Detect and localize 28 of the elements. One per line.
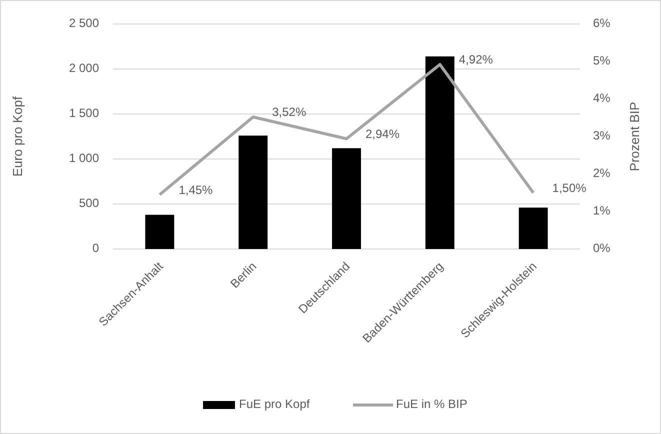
y-tick-label: 2 500 — [68, 16, 100, 30]
y-axis-title: Euro pro Kopf — [10, 96, 25, 177]
data-label: 2,94% — [366, 126, 400, 141]
y2-tick-label: 0% — [593, 241, 611, 256]
y2-tick-label: 5% — [593, 54, 611, 68]
y2-tick-label: 1% — [593, 204, 611, 218]
data-label: 1,45% — [178, 182, 214, 197]
data-label: 3,52% — [272, 105, 306, 120]
y2-tick-label: 2% — [593, 166, 611, 180]
y-tick-label: 1 000 — [68, 151, 100, 166]
y-tick-label: 1 500 — [68, 106, 100, 120]
bar — [238, 136, 268, 249]
legend-label: FuE in % BIP — [396, 397, 468, 412]
y2-tick-label: 4% — [593, 91, 611, 106]
y-tick-label: 0 — [92, 241, 100, 256]
y2-tick-label: 6% — [593, 16, 611, 30]
data-label: 1,50% — [552, 180, 587, 195]
data-label: 4,92% — [458, 52, 494, 67]
y-tick-label: 2 000 — [68, 61, 100, 76]
bar — [332, 148, 361, 249]
legend-label: FuE pro Kopf — [239, 397, 310, 412]
y2-tick-label: 3% — [593, 128, 611, 143]
bar — [425, 56, 454, 249]
bar — [145, 214, 174, 249]
y-tick-label: 500 — [78, 196, 100, 210]
bar — [518, 208, 548, 249]
line-series — [158, 63, 535, 196]
y2-axis-title: Prozent BIP — [627, 102, 642, 172]
